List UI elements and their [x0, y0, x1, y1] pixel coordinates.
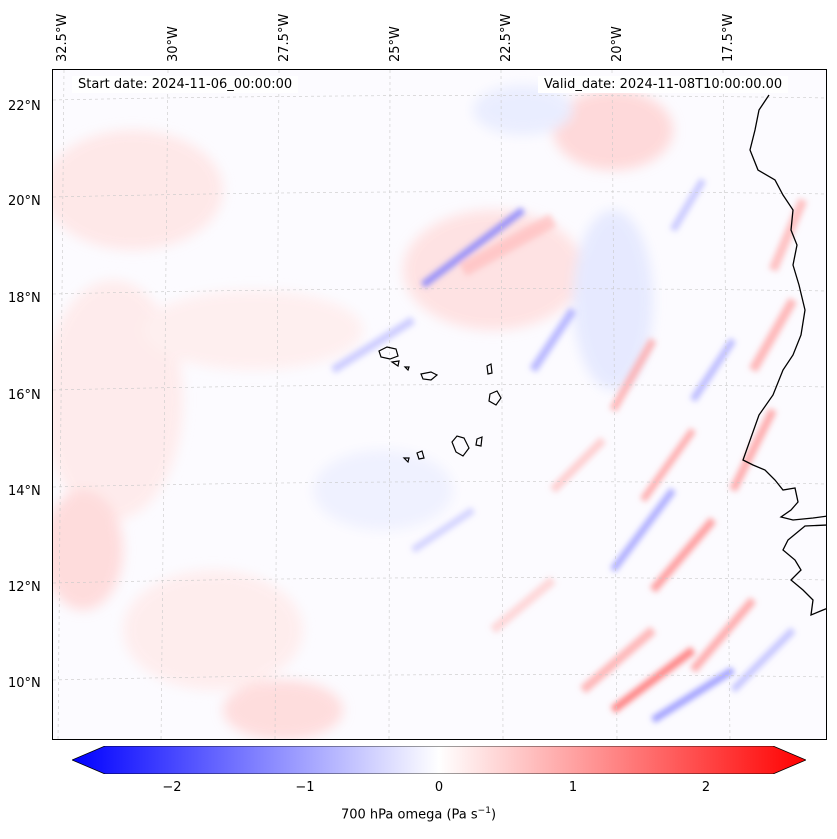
lon-label-22.5w: 22.5°W	[499, 13, 514, 62]
lat-label-14n: 14°N	[8, 484, 41, 499]
colorbar-tick-2: 2	[701, 780, 711, 795]
colorbar-tick-minus2: −2	[162, 780, 182, 795]
background-field	[53, 85, 673, 739]
colorbar	[72, 746, 806, 774]
lon-label-27.5w: 27.5°W	[277, 13, 292, 62]
lon-label-17.5w: 17.5°W	[721, 13, 736, 62]
lon-label-32.5w: 32.5°W	[55, 13, 70, 62]
lon-label-20w: 20°W	[610, 26, 625, 62]
lat-label-12n: 12°N	[8, 580, 41, 595]
lat-label-16n: 16°N	[8, 388, 41, 403]
streaks	[330, 178, 808, 723]
colorbar-label-exponent: −1	[477, 806, 491, 816]
colorbar-label: 700 hPa omega (Pa s−1)	[0, 806, 837, 822]
gridlines	[53, 70, 826, 739]
omega-field-map	[53, 70, 826, 739]
valid-date-label: Valid_date: 2024-11-08T10:00:00.00	[538, 76, 789, 93]
africa-coastline-south	[782, 524, 826, 617]
lat-label-18n: 18°N	[8, 291, 41, 306]
cape-verde-islands	[378, 346, 502, 464]
africa-coastline	[742, 94, 826, 521]
lat-label-20n: 20°N	[8, 194, 41, 209]
map-panel	[52, 69, 827, 740]
lat-label-22n: 22°N	[8, 99, 41, 114]
colorbar-tick-0: 0	[434, 780, 444, 795]
colorbar-tick-1: 1	[568, 780, 578, 795]
lat-label-10n: 10°N	[8, 676, 41, 691]
colorbar-tick-minus1: −1	[295, 780, 315, 795]
start-date-label: Start date: 2024-11-06_00:00:00	[72, 76, 299, 93]
lon-label-25w: 25°W	[388, 26, 403, 62]
colorbar-label-main: 700 hPa omega (Pa s	[340, 807, 478, 823]
colorbar-label-end: )	[490, 807, 497, 823]
lon-label-30w: 30°W	[166, 26, 181, 62]
